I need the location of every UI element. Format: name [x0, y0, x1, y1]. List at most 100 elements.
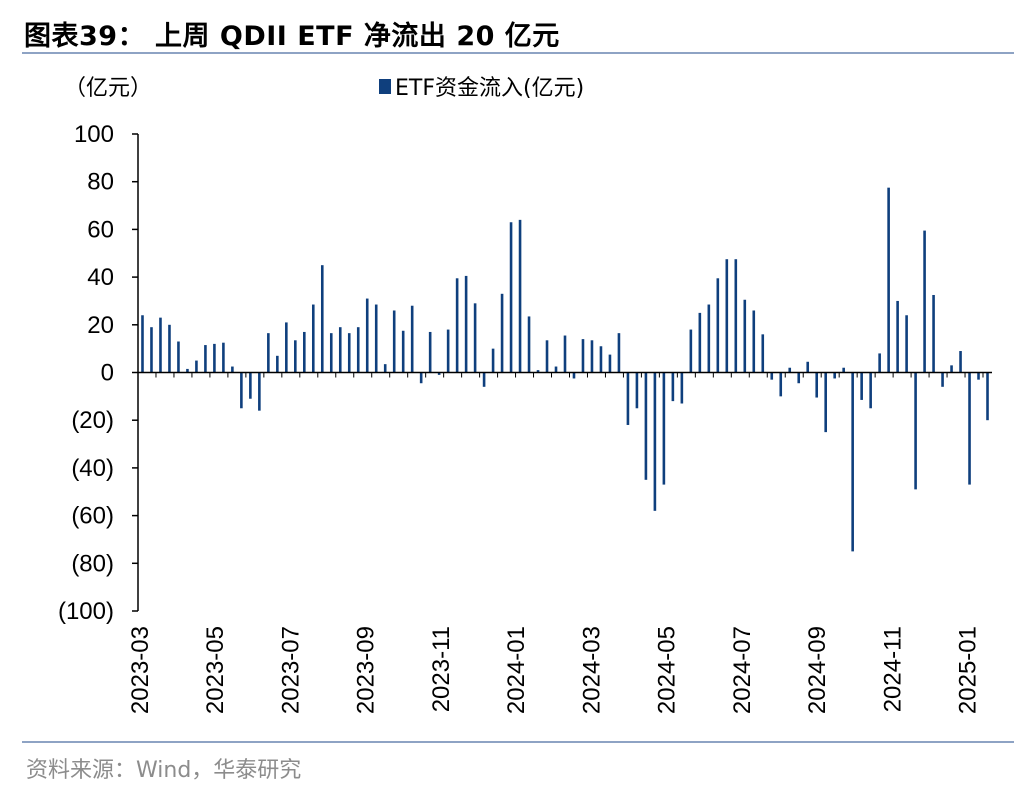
bar [365, 298, 369, 373]
bar [338, 327, 342, 373]
bar [968, 372, 971, 485]
bar [734, 259, 738, 373]
bar [150, 327, 153, 373]
bar [698, 312, 702, 373]
bar [267, 333, 270, 373]
x-tick-label: 2024-07 [729, 626, 756, 714]
bar [249, 372, 252, 399]
bar [671, 372, 675, 402]
chart-title: 图表39： 上周 QDII ETF 净流出 20 亿元 [24, 21, 560, 52]
bar [159, 317, 162, 373]
bar [374, 304, 378, 373]
bar [941, 372, 944, 387]
bar [222, 342, 225, 373]
y-tick-label: 80 [87, 169, 114, 196]
x-tick-label: 2023-05 [202, 626, 229, 714]
y-tick-label: (100) [58, 598, 114, 625]
x-tick-label: 2024-11 [879, 626, 906, 712]
x-tick-label: 2023-07 [278, 626, 305, 714]
y-axis: 100 80 60 40 20 0 (20) (40) (60) (80) (100) [58, 121, 139, 625]
bar [563, 335, 567, 373]
bar [356, 327, 360, 373]
y-tick-label: 60 [87, 216, 114, 243]
y-tick-label: (80) [71, 550, 114, 577]
bar [518, 219, 522, 373]
top-divider [22, 52, 1014, 54]
bar [195, 360, 198, 373]
bar [806, 361, 810, 373]
legend-swatch [379, 79, 391, 94]
bar [653, 372, 657, 511]
bar [878, 353, 881, 373]
legend-label: ETF资金流入(亿元) [395, 76, 584, 101]
bar [905, 315, 908, 373]
bar [707, 304, 711, 373]
bar [797, 372, 801, 384]
bar [141, 315, 144, 373]
x-tick-label: 2023-03 [127, 626, 154, 714]
bar [950, 365, 953, 373]
x-axis: 2023-03 2023-05 2023-07 2023-09 2023-11 2024-… [127, 371, 992, 714]
bar [725, 259, 729, 373]
bar [680, 372, 684, 404]
bar [626, 372, 630, 425]
x-tick-label: 2023-09 [353, 626, 380, 714]
bar [392, 310, 396, 373]
bar [311, 304, 315, 373]
bar [536, 370, 540, 373]
y-tick-label: 100 [74, 121, 114, 148]
bar [581, 339, 585, 373]
bar [788, 367, 792, 373]
bar [204, 345, 207, 373]
bar [285, 322, 288, 373]
bar [258, 372, 261, 411]
y-tick-label: 40 [87, 264, 114, 291]
bar [464, 275, 468, 373]
bar [347, 333, 351, 373]
bar [986, 372, 989, 421]
source-note: 资料来源：Wind，华泰研究 [26, 758, 302, 783]
bar [977, 372, 980, 380]
y-tick-label: 0 [101, 360, 114, 387]
x-tick-label: 2024-01 [503, 626, 530, 714]
bar [608, 354, 612, 373]
bar [752, 310, 756, 373]
bar [896, 300, 899, 373]
bar [617, 333, 621, 373]
bar [644, 372, 648, 480]
bar [320, 265, 324, 373]
y-tick-label: (40) [71, 455, 114, 482]
bar [410, 305, 414, 373]
bar [509, 222, 513, 373]
bar [500, 293, 504, 373]
bar [491, 348, 495, 373]
y-tick-label: (20) [71, 407, 114, 434]
bar [437, 372, 441, 375]
bar [329, 333, 333, 373]
bar [860, 372, 863, 400]
bar [186, 368, 189, 373]
bar [851, 372, 854, 552]
bar [887, 187, 890, 373]
bar [869, 372, 872, 409]
bar [482, 372, 486, 387]
bar [572, 372, 576, 379]
x-tick-label: 2024-09 [804, 626, 831, 714]
bar [824, 372, 827, 433]
bar [689, 329, 693, 373]
bar-series [141, 187, 989, 552]
bar [761, 334, 765, 373]
bar [554, 366, 558, 373]
bottom-divider [22, 741, 1014, 743]
bar [716, 278, 720, 373]
bar [815, 372, 819, 398]
bar [473, 303, 477, 373]
bar [294, 340, 297, 373]
bar [599, 346, 603, 373]
bar [842, 367, 845, 373]
bar [428, 331, 432, 373]
bar [240, 372, 243, 409]
bar [959, 351, 962, 373]
bar [590, 340, 594, 373]
